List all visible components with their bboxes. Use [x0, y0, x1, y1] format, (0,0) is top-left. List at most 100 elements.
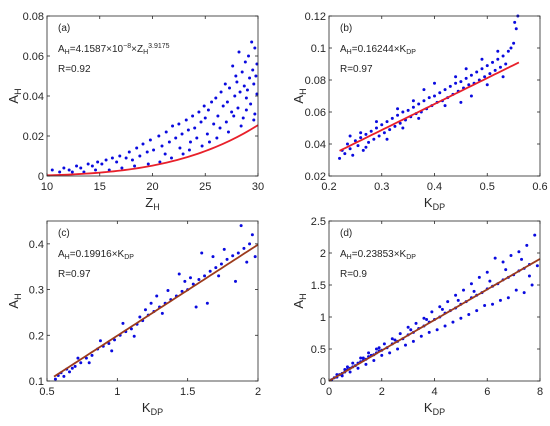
data-point — [86, 162, 90, 166]
data-point — [90, 164, 94, 168]
data-point — [228, 86, 232, 90]
data-point — [110, 349, 114, 353]
data-point — [62, 374, 66, 378]
data-point — [206, 108, 210, 112]
data-point — [104, 158, 108, 162]
data-point — [343, 152, 347, 156]
axes-box — [46, 220, 259, 382]
data-point — [233, 94, 237, 98]
data-point — [138, 154, 142, 158]
data-point — [498, 65, 502, 69]
data-point — [501, 260, 505, 264]
data-point — [145, 150, 149, 154]
data-point — [214, 266, 218, 270]
data-point — [491, 60, 495, 64]
data-point — [443, 88, 447, 92]
data-point — [110, 156, 114, 160]
data-point — [250, 40, 254, 44]
data-point — [53, 377, 57, 381]
data-point — [414, 321, 418, 325]
data-point — [377, 346, 381, 350]
data-point — [219, 90, 223, 94]
data-point — [118, 154, 122, 158]
fit-line — [339, 61, 520, 152]
data-point — [79, 166, 83, 170]
data-point — [390, 337, 394, 341]
data-point — [253, 112, 257, 116]
data-point — [240, 70, 244, 74]
data-point — [210, 100, 214, 104]
data-point — [364, 362, 368, 366]
data-point — [219, 262, 223, 266]
data-point — [469, 73, 473, 77]
data-point — [374, 120, 378, 124]
data-point — [194, 305, 198, 309]
y-tick-label: 0.06 — [305, 107, 326, 119]
data-point — [184, 118, 188, 122]
data-point — [513, 20, 517, 24]
data-point — [356, 366, 360, 370]
data-point — [393, 124, 397, 128]
data-point — [222, 247, 226, 251]
data-point — [493, 68, 497, 72]
data-point — [225, 257, 229, 261]
data-point — [359, 356, 363, 360]
data-point — [146, 162, 150, 166]
data-point — [212, 122, 216, 126]
data-point — [454, 75, 458, 79]
data-point — [225, 100, 229, 104]
data-point — [409, 328, 413, 332]
data-point — [207, 140, 211, 144]
panels: 10 15 20 25 3000.020.040.060.08ZHAH(a)AH=4.1… — [6, 11, 548, 417]
data-point — [501, 54, 505, 58]
data-point — [70, 170, 74, 174]
data-point — [197, 278, 201, 282]
y-tick-label: 0.08 — [23, 11, 44, 23]
data-point — [87, 361, 91, 365]
data-point — [456, 298, 460, 302]
x-tick-label: 2 — [255, 386, 261, 398]
data-point — [506, 296, 510, 300]
data-point — [525, 243, 529, 247]
fit-line — [53, 243, 259, 378]
data-point — [148, 138, 152, 142]
data-point — [234, 74, 238, 78]
x-axis-label: ZH — [145, 195, 159, 212]
data-point — [535, 264, 539, 268]
data-point — [522, 291, 526, 295]
data-point — [115, 160, 119, 164]
data-point — [340, 374, 344, 378]
data-point — [237, 50, 241, 54]
y-tick-label: 2.5 — [311, 216, 326, 228]
data-point — [488, 279, 492, 283]
panel-label: (d) — [340, 228, 352, 239]
data-point — [100, 162, 104, 166]
data-point — [203, 274, 207, 278]
data-point — [188, 276, 192, 280]
data-point — [217, 274, 221, 278]
data-point — [419, 334, 423, 338]
x-tick-label: 4 — [431, 386, 437, 398]
data-point — [248, 76, 252, 80]
x-tick-label: 25 — [199, 181, 211, 193]
data-point — [174, 136, 178, 140]
panel-label: (b) — [340, 23, 352, 34]
data-point — [188, 140, 192, 144]
data-point — [236, 106, 240, 110]
data-point — [462, 288, 466, 292]
data-point — [425, 318, 429, 322]
data-point — [178, 146, 182, 150]
plot-area — [329, 221, 540, 381]
data-point — [218, 126, 222, 130]
data-point — [433, 94, 436, 98]
data-point — [180, 132, 184, 136]
data-point — [388, 128, 392, 132]
data-point — [253, 255, 257, 259]
data-point — [141, 142, 145, 146]
y-tick-label: 0.2 — [29, 330, 44, 342]
data-point — [348, 370, 352, 374]
data-point — [443, 324, 447, 328]
data-point — [205, 132, 209, 136]
data-point — [475, 70, 479, 74]
x-tick-label: 0 — [326, 386, 332, 398]
